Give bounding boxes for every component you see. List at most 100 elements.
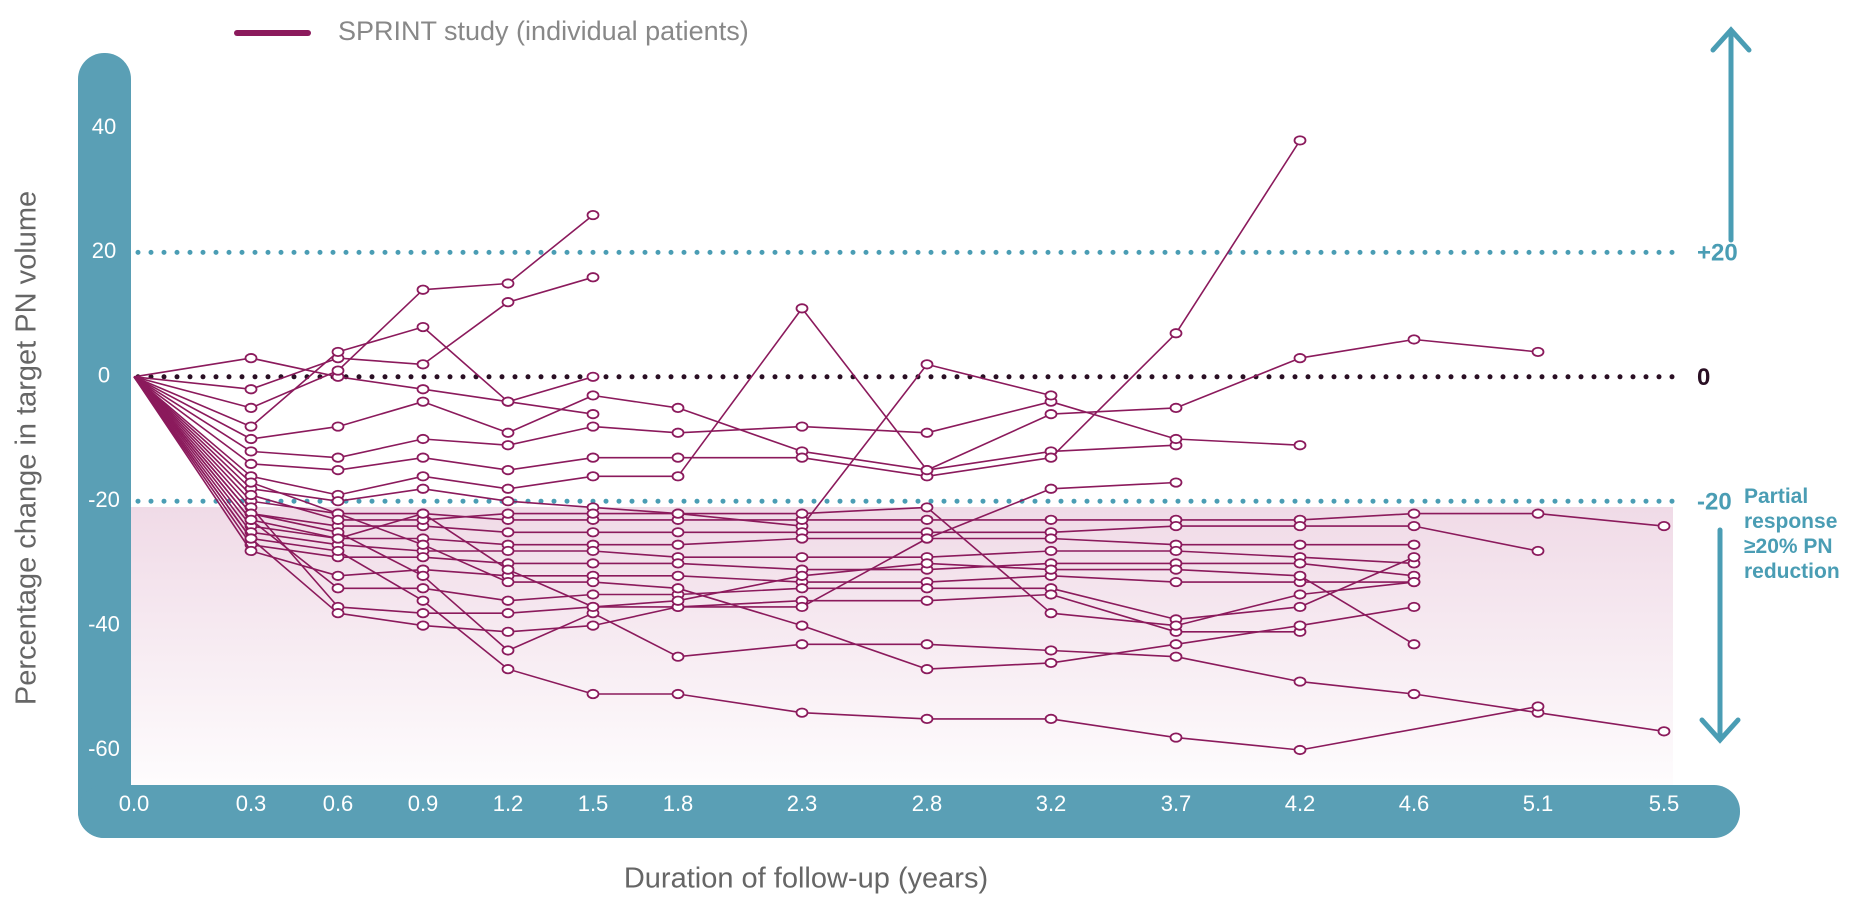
partial-response-note: Partial response ≥20% PN reduction xyxy=(1744,485,1843,583)
data-point xyxy=(1044,390,1058,401)
x-tick-label: 0.3 xyxy=(236,791,267,816)
data-point xyxy=(586,589,600,600)
y-axis-title: Percentage change in target PN volume xyxy=(11,191,43,705)
x-tick-label: 5.5 xyxy=(1649,791,1680,816)
data-point xyxy=(1407,508,1421,519)
y-tick-label: 0 xyxy=(98,363,110,388)
data-point xyxy=(1531,346,1545,358)
data-point xyxy=(1293,744,1307,756)
data-point xyxy=(501,664,515,675)
data-point xyxy=(331,570,345,581)
ref-line-minus20-label: -20 xyxy=(1697,489,1732,516)
data-point xyxy=(1044,589,1058,600)
data-point xyxy=(1293,353,1307,364)
data-point xyxy=(1293,676,1307,687)
data-point xyxy=(1293,440,1307,451)
partial-response-region xyxy=(131,507,1673,785)
patient-series xyxy=(133,135,1307,482)
legend: SPRINT study (individual patients) xyxy=(234,16,749,46)
data-point xyxy=(586,508,600,519)
x-tick-label: 1.2 xyxy=(493,791,524,816)
patient-line xyxy=(133,376,1300,633)
data-point xyxy=(671,427,685,438)
data-point xyxy=(586,421,600,432)
data-point xyxy=(795,303,809,314)
patient-series xyxy=(133,376,1421,650)
data-point xyxy=(1169,477,1183,488)
x-tick-label: 1.5 xyxy=(578,791,609,816)
data-point xyxy=(1293,539,1307,550)
patient-line xyxy=(133,376,1301,459)
data-point xyxy=(1407,688,1421,700)
data-point xyxy=(671,539,685,550)
data-point xyxy=(331,514,345,525)
data-point xyxy=(671,471,685,482)
data-point xyxy=(586,558,600,569)
data-point xyxy=(416,620,430,631)
reference-lines: +20 0 -20 xyxy=(135,240,1738,516)
patient-series xyxy=(133,376,1421,631)
ref-line-zero-label: 0 xyxy=(1697,364,1710,391)
data-point xyxy=(586,452,600,463)
data-point xyxy=(331,608,345,619)
data-point xyxy=(501,576,515,588)
x-tick-label: 0.9 xyxy=(408,791,439,816)
data-point xyxy=(244,446,258,457)
data-point xyxy=(920,464,934,476)
data-point xyxy=(501,440,515,451)
data-point xyxy=(1293,570,1307,581)
data-point xyxy=(671,651,685,662)
data-point xyxy=(586,371,600,382)
data-point xyxy=(416,583,430,594)
patient-series xyxy=(133,209,600,413)
data-point xyxy=(586,409,600,420)
increase-arrow-icon xyxy=(1710,26,1752,243)
data-point xyxy=(331,496,345,507)
patient-line xyxy=(133,363,1052,527)
data-point xyxy=(795,601,809,613)
data-point xyxy=(416,321,430,333)
data-point xyxy=(920,583,934,594)
x-tick-label: 4.6 xyxy=(1399,791,1430,816)
data-point xyxy=(1657,520,1671,532)
patient-series xyxy=(133,376,1545,756)
data-point xyxy=(795,707,809,718)
data-point xyxy=(1169,651,1183,662)
partial-response-line-2: response xyxy=(1744,510,1837,533)
data-point xyxy=(244,421,258,432)
legend-label: SPRINT study (individual patients) xyxy=(338,16,749,46)
data-point xyxy=(1293,601,1307,613)
data-point xyxy=(920,639,934,650)
data-point xyxy=(1169,564,1183,575)
data-point xyxy=(1044,645,1058,656)
data-point xyxy=(1044,514,1058,525)
data-point xyxy=(920,533,934,544)
patient-series xyxy=(133,353,600,420)
data-point xyxy=(920,595,934,606)
data-point xyxy=(416,539,430,550)
data-point xyxy=(1407,552,1421,563)
data-point xyxy=(920,427,934,438)
data-point xyxy=(244,533,258,544)
data-point xyxy=(920,713,934,725)
data-point xyxy=(501,545,515,557)
data-point xyxy=(244,489,258,501)
data-point xyxy=(244,458,258,469)
data-point xyxy=(1407,576,1421,588)
y-tick-label: 20 xyxy=(92,238,116,263)
data-point xyxy=(795,421,809,432)
data-point xyxy=(1407,520,1421,532)
data-point xyxy=(1293,558,1307,569)
patient-line xyxy=(133,214,594,409)
data-point xyxy=(1169,545,1183,557)
data-point xyxy=(501,278,515,289)
data-point xyxy=(416,359,430,370)
ref-line-plus20-label: +20 xyxy=(1697,240,1738,267)
data-point xyxy=(416,483,430,494)
data-point xyxy=(1169,520,1183,532)
data-point xyxy=(331,545,345,557)
x-tick-label: 0.6 xyxy=(323,791,354,816)
data-point xyxy=(501,496,515,507)
data-point xyxy=(244,353,258,364)
data-point xyxy=(795,452,809,463)
